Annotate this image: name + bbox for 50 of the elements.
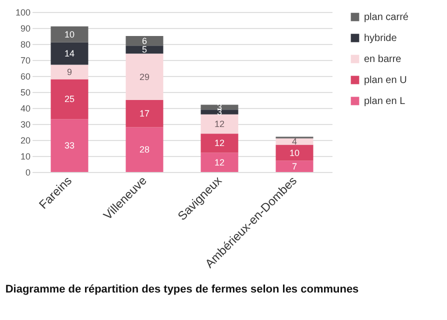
bar	[276, 144, 314, 161]
y-tick-label: 10	[20, 152, 30, 162]
bar	[200, 114, 238, 134]
data-label: 10	[64, 29, 75, 40]
data-label: 12	[214, 157, 225, 168]
data-label: 28	[139, 144, 150, 155]
y-tick-label: 70	[20, 56, 30, 66]
data-label: 25	[64, 94, 75, 104]
bar	[126, 100, 164, 128]
data-label: 5	[142, 44, 148, 55]
bar	[200, 134, 238, 153]
bar	[50, 42, 88, 65]
legend-label: plan en L	[364, 96, 406, 107]
data-label: 9	[66, 67, 72, 77]
y-tick-label: 0	[25, 168, 30, 178]
bar	[126, 46, 164, 54]
bar	[126, 36, 164, 46]
legend-label: plan en U	[364, 75, 407, 86]
bar	[50, 64, 88, 80]
text: Diagramme de répartition des types de fermes selon les communes	[5, 283, 359, 296]
data-label: 4	[292, 136, 298, 147]
data-label: 12	[214, 138, 225, 148]
bar	[276, 160, 314, 172]
data-label: 14	[64, 48, 75, 59]
y-tick-label: 60	[20, 72, 30, 82]
y-tick-label: 50	[20, 88, 30, 98]
bar	[50, 119, 88, 172]
data-label: 7	[292, 161, 298, 172]
y-tick-label: 100	[15, 8, 30, 18]
y-tick-label: 30	[20, 120, 30, 130]
legend-label: hybride	[364, 33, 398, 44]
data-label: 17	[139, 108, 150, 119]
bar	[50, 26, 88, 42]
y-tick-label: 20	[20, 136, 30, 146]
y-tick-label: 40	[20, 104, 30, 114]
data-label: 33	[64, 140, 75, 151]
data-label: 12	[214, 119, 225, 129]
legend-label: en barre	[364, 54, 402, 65]
bar	[200, 110, 238, 114]
legend-label: plan carré	[364, 12, 409, 23]
bar	[50, 79, 88, 120]
data-label: 29	[139, 72, 150, 82]
data-label: 6	[142, 36, 148, 46]
bar	[126, 127, 164, 172]
y-tick-label: 80	[20, 40, 30, 50]
bar	[276, 138, 314, 145]
data-label: 10	[289, 148, 300, 158]
bar	[200, 152, 238, 172]
y-tick-label: 90	[20, 24, 30, 34]
bar	[126, 54, 164, 100]
